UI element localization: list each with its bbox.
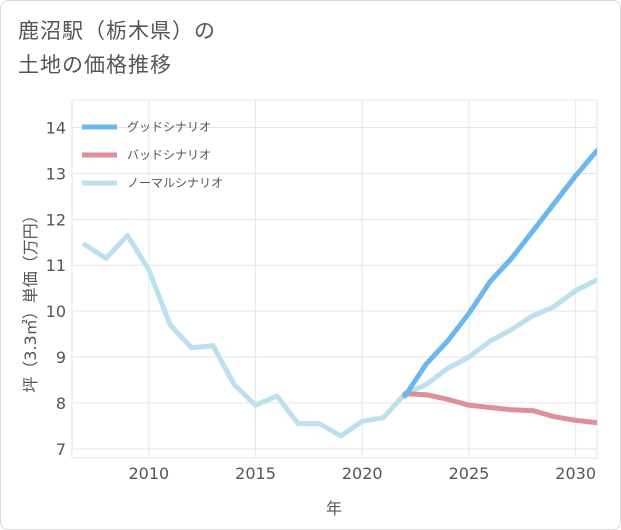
x-tick-label: 2030 bbox=[555, 464, 596, 483]
series-lines bbox=[82, 148, 597, 439]
x-tick-label: 2025 bbox=[449, 464, 490, 483]
tick-labels: 2010 2015 2020 2025 2030 7 8 9 10 11 12 13 14 bbox=[46, 119, 596, 483]
y-tick-label: 10 bbox=[46, 302, 66, 321]
y-tick-label: 11 bbox=[46, 256, 66, 275]
plot-area bbox=[71, 99, 598, 459]
y-tick-label: 13 bbox=[46, 164, 66, 183]
x-tick-label: 2015 bbox=[235, 464, 276, 483]
chart-title-line2: 土地の価格推移 bbox=[18, 53, 172, 77]
x-tick-label: 2010 bbox=[128, 464, 169, 483]
chart-title: 鹿沼駅（栃木県）の 土地の価格推移 bbox=[18, 14, 216, 82]
legend-label: バッドシナリオ bbox=[127, 148, 211, 162]
y-tick-label: 12 bbox=[46, 210, 66, 229]
grid-lines bbox=[72, 100, 597, 458]
x-tick-label: 2020 bbox=[342, 464, 383, 483]
y-tick-label: 14 bbox=[46, 119, 66, 138]
x-axis-label: 年 bbox=[326, 499, 342, 518]
series-line-0 bbox=[402, 148, 597, 399]
y-tick-label: 8 bbox=[56, 394, 66, 413]
chart-title-line1: 鹿沼駅（栃木県）の bbox=[18, 19, 216, 43]
series-line-1 bbox=[402, 391, 597, 426]
legend-label: グッドシナリオ bbox=[127, 120, 211, 134]
y-tick-label: 9 bbox=[56, 348, 66, 367]
y-tick-label: 7 bbox=[56, 440, 66, 459]
legend-label: ノーマルシナリオ bbox=[127, 176, 223, 190]
series-line-2 bbox=[82, 232, 597, 439]
y-axis-label: 坪（3.3㎡）単価（万円） bbox=[21, 207, 40, 392]
